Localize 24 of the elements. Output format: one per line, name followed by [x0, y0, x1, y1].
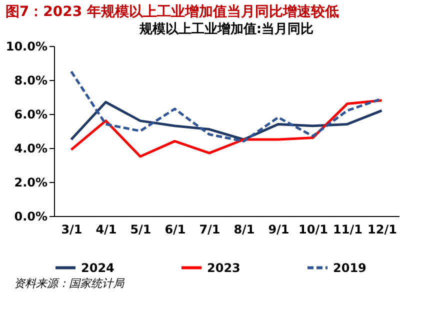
y-tick-label: 8.0%: [14, 74, 48, 88]
y-tick-label: 10.0%: [6, 40, 48, 54]
x-tick-label: 5/1: [130, 222, 152, 236]
x-tick-label: 4/1: [96, 222, 117, 236]
x-tick-label: 10/1: [298, 222, 328, 236]
y-tick-label: 0.0%: [14, 210, 48, 224]
x-tick-label: 7/1: [199, 222, 220, 236]
x-tick-label: 3/1: [61, 222, 82, 236]
legend-label: 2019: [333, 260, 366, 275]
y-tick-label: 6.0%: [14, 108, 48, 122]
line-series: [70, 99, 383, 158]
line-series: [70, 100, 383, 141]
y-tick-label: 4.0%: [14, 142, 48, 156]
chart-subtitle: 规模以上工业增加值:当月同比: [138, 22, 314, 37]
x-tick-label: 12/1: [368, 222, 397, 236]
x-tick-label: 6/1: [164, 222, 186, 236]
text: 资料来源：国家统计局: [14, 277, 125, 290]
legend-label: 2023: [207, 260, 240, 275]
chart-title: 图7：2023 年规模以上工业增加值当月同比增速较低: [5, 4, 339, 20]
y-tick-label: 2.0%: [14, 176, 48, 190]
x-tick-label: 11/1: [333, 222, 362, 236]
x-tick-label: 8/1: [234, 222, 255, 236]
legend-label: 2024: [81, 260, 114, 275]
x-tick-label: 9/1: [268, 222, 290, 236]
